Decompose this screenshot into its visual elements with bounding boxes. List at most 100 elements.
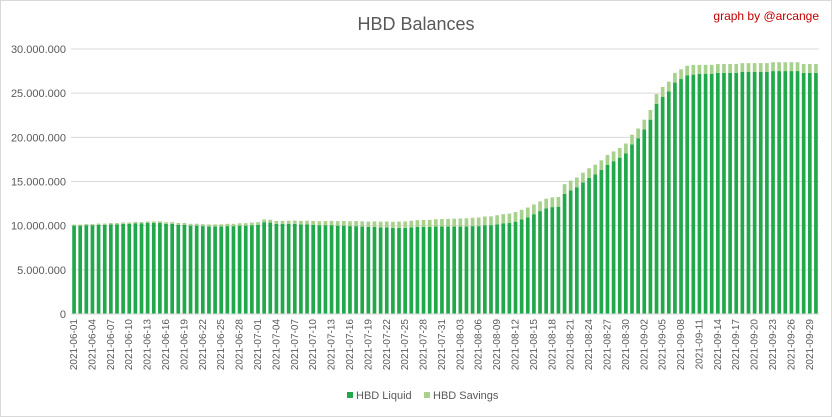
bar-savings (78, 224, 83, 226)
x-tick-label: 2021-06-22 (198, 319, 209, 371)
bar-liquid (605, 164, 610, 314)
bar-savings (691, 64, 696, 75)
bar-liquid (446, 226, 450, 314)
bar-savings (317, 221, 322, 226)
bar-liquid (807, 72, 812, 314)
bar-liquid (709, 73, 714, 314)
bar-savings (354, 221, 358, 227)
bar-savings (415, 220, 420, 227)
bar-liquid (519, 219, 524, 314)
x-tick-label: 2021-09-11 (694, 319, 705, 370)
bar-savings (642, 119, 647, 130)
bar-savings (378, 221, 383, 228)
bar-liquid (550, 207, 555, 314)
bar-liquid (176, 224, 181, 314)
bar-savings (464, 218, 469, 227)
x-tick-label: 2021-07-16 (345, 319, 356, 371)
bars (71, 62, 819, 315)
bar-savings (605, 155, 610, 165)
bar-savings (151, 221, 156, 224)
bar-liquid (335, 225, 340, 314)
bar-liquid (348, 226, 352, 314)
bar-savings (568, 180, 573, 191)
x-tick-label: 2021-08-24 (584, 319, 595, 371)
bar-liquid (397, 227, 401, 314)
bar-savings (274, 220, 279, 224)
bar-liquid (734, 72, 739, 314)
bar-savings (323, 221, 328, 226)
bar-savings (133, 221, 138, 224)
x-tick-label: 2021-06-07 (106, 319, 117, 371)
bar-liquid (587, 177, 591, 314)
bar-liquid (151, 223, 156, 314)
bar-savings (740, 63, 745, 72)
bar-savings (519, 209, 524, 220)
x-tick-label: 2021-09-26 (786, 319, 797, 371)
bar-liquid (200, 226, 205, 314)
bar-savings (397, 221, 401, 228)
x-tick-label: 2021-06-13 (143, 319, 154, 371)
bar-savings (262, 219, 266, 223)
bar-liquid (801, 72, 806, 314)
x-tick-label: 2021-08-15 (529, 319, 540, 371)
bar-savings (777, 62, 781, 72)
y-tick-label: 10.000.000 (11, 221, 66, 233)
bar-liquid (164, 223, 168, 314)
x-tick-label: 2021-08-18 (547, 319, 558, 371)
x-tick-label: 2021-09-05 (658, 319, 669, 371)
bar-savings (335, 221, 340, 226)
bar-liquid (458, 226, 463, 314)
bar-savings (145, 221, 150, 224)
bar-savings (121, 222, 125, 224)
bar-liquid (697, 73, 702, 314)
x-tick-label: 2021-07-31 (437, 319, 448, 371)
bar-liquid (341, 225, 346, 314)
bar-savings (176, 223, 181, 225)
x-tick-label: 2021-09-20 (750, 319, 761, 371)
legend-label-savings: HBD Savings (433, 390, 499, 402)
bar-savings (789, 62, 794, 72)
bar-liquid (78, 225, 83, 314)
bar-savings (532, 204, 536, 215)
bar-savings (624, 143, 628, 154)
bar-liquid (366, 226, 371, 314)
bar-savings (115, 223, 119, 225)
y-tick-label: 15.000.000 (11, 177, 66, 189)
bar-savings (550, 197, 555, 208)
bar-savings (329, 220, 334, 226)
x-tick-label: 2021-06-28 (235, 319, 246, 371)
bar-savings (250, 222, 254, 226)
bar-savings (164, 222, 168, 224)
x-tick-label: 2021-08-27 (602, 319, 613, 371)
bar-savings (84, 224, 89, 226)
bar-savings (292, 220, 297, 224)
x-tick-label: 2021-09-17 (731, 319, 742, 371)
bar-savings (574, 177, 579, 188)
bar-liquid (599, 170, 604, 314)
bar-liquid (433, 226, 438, 314)
x-tick-label: 2021-06-01 (69, 319, 80, 371)
bar-liquid (679, 79, 683, 315)
bar-liquid (378, 227, 383, 314)
bar-savings (666, 81, 671, 92)
bar-savings (538, 201, 542, 212)
x-tick-label: 2021-07-13 (327, 319, 338, 371)
bar-liquid (90, 225, 95, 314)
bar-liquid (765, 71, 769, 314)
bar-liquid (109, 224, 113, 314)
bar-liquid (624, 153, 628, 314)
bar-liquid (231, 226, 236, 314)
bar-liquid (525, 217, 530, 314)
bar-savings (96, 223, 101, 225)
y-axis-tick-labels: 0 5.000.000 10.000.000 15.000.000 20.000.000… (11, 44, 66, 321)
bar-savings (581, 172, 585, 183)
x-tick-label: 2021-09-14 (713, 319, 724, 371)
bar-liquid (372, 226, 377, 314)
chart-credit: graph by @arcange (713, 9, 819, 23)
bar-liquid (409, 227, 414, 314)
bar-savings (771, 62, 775, 72)
bar-liquid (305, 224, 309, 314)
bar-liquid (268, 222, 273, 314)
bar-savings (544, 198, 549, 209)
bar-liquid (654, 103, 659, 315)
